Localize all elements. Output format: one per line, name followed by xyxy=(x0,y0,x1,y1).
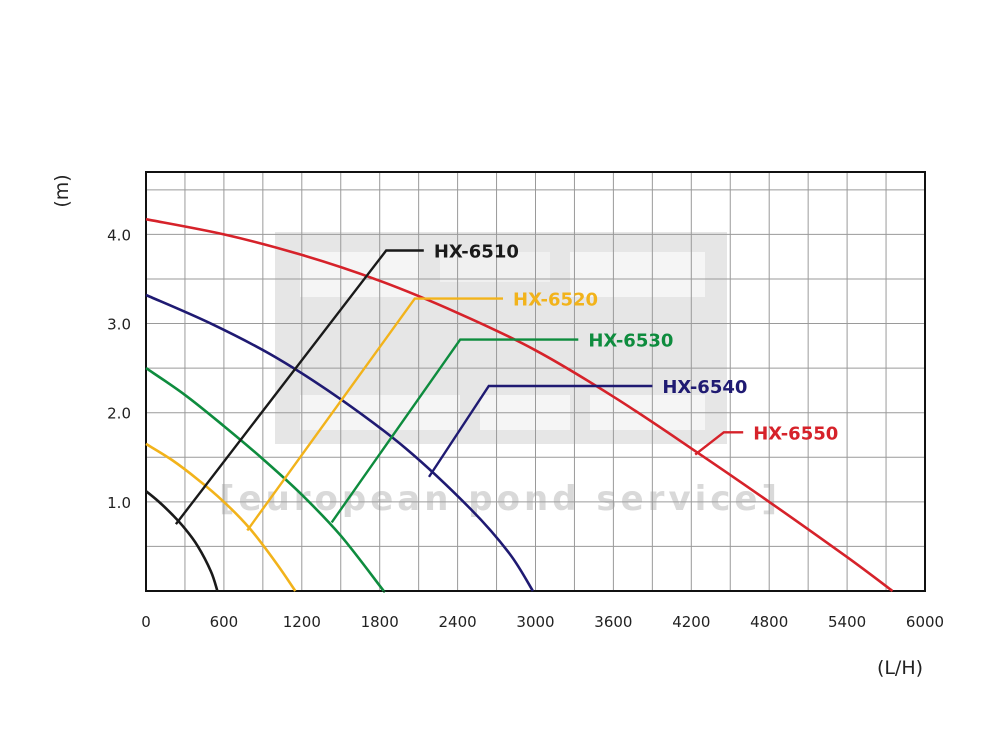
legend-callouts: HX-6510 HX-6520 HX-6530 HX-6540 HX-6550 xyxy=(174,241,838,532)
x-tick-label: 4800 xyxy=(750,613,788,631)
series-line-hx-6520 xyxy=(145,442,297,592)
callout-line-hx-6520 xyxy=(246,297,503,532)
callout-line-hx-6510 xyxy=(174,249,424,525)
y-tick-label: 4.0 xyxy=(107,226,131,244)
series-line-hx-6510 xyxy=(145,490,219,592)
x-tick-label: 5400 xyxy=(828,613,866,631)
legend-label-hx-6540: HX-6540 xyxy=(662,377,747,398)
x-tick-label: 0 xyxy=(141,613,151,631)
callout-line-hx-6530 xyxy=(330,338,579,524)
x-axis-ticks: 0 600 1200 1800 2400 3000 3600 4200 4800 5400 6000 xyxy=(141,613,944,631)
y-tick-label: 3.0 xyxy=(107,316,131,334)
y-axis-label: (m) xyxy=(51,174,73,207)
y-tick-label: 1.0 xyxy=(107,494,131,512)
x-tick-label: 3000 xyxy=(516,613,554,631)
y-tick-label: 2.0 xyxy=(107,405,131,423)
legend-label-hx-6550: HX-6550 xyxy=(753,423,838,444)
x-tick-label: 1800 xyxy=(361,613,399,631)
callout-line-hx-6540 xyxy=(427,384,653,478)
grid xyxy=(146,172,925,591)
series-line-hx-6550 xyxy=(145,217,894,593)
x-tick-label: 2400 xyxy=(439,613,477,631)
callout-line-hx-6550 xyxy=(694,431,744,456)
legend-label-hx-6530: HX-6530 xyxy=(588,331,673,352)
y-axis-ticks: 1.0 2.0 3.0 4.0 xyxy=(107,226,131,511)
series-lines xyxy=(145,217,894,593)
legend-label-hx-6520: HX-6520 xyxy=(513,290,598,311)
x-axis-label: (L/H) xyxy=(877,657,923,679)
legend-label-hx-6510: HX-6510 xyxy=(434,241,519,262)
watermark-text: [european pond service] xyxy=(219,479,781,519)
x-tick-label: 6000 xyxy=(906,613,944,631)
series-line-hx-6530 xyxy=(145,367,386,593)
x-tick-label: 3600 xyxy=(594,613,632,631)
plot-frame xyxy=(145,171,926,592)
x-tick-label: 4200 xyxy=(672,613,710,631)
x-tick-label: 1200 xyxy=(283,613,321,631)
series-line-hx-6540 xyxy=(145,293,535,592)
x-tick-label: 600 xyxy=(210,613,239,631)
